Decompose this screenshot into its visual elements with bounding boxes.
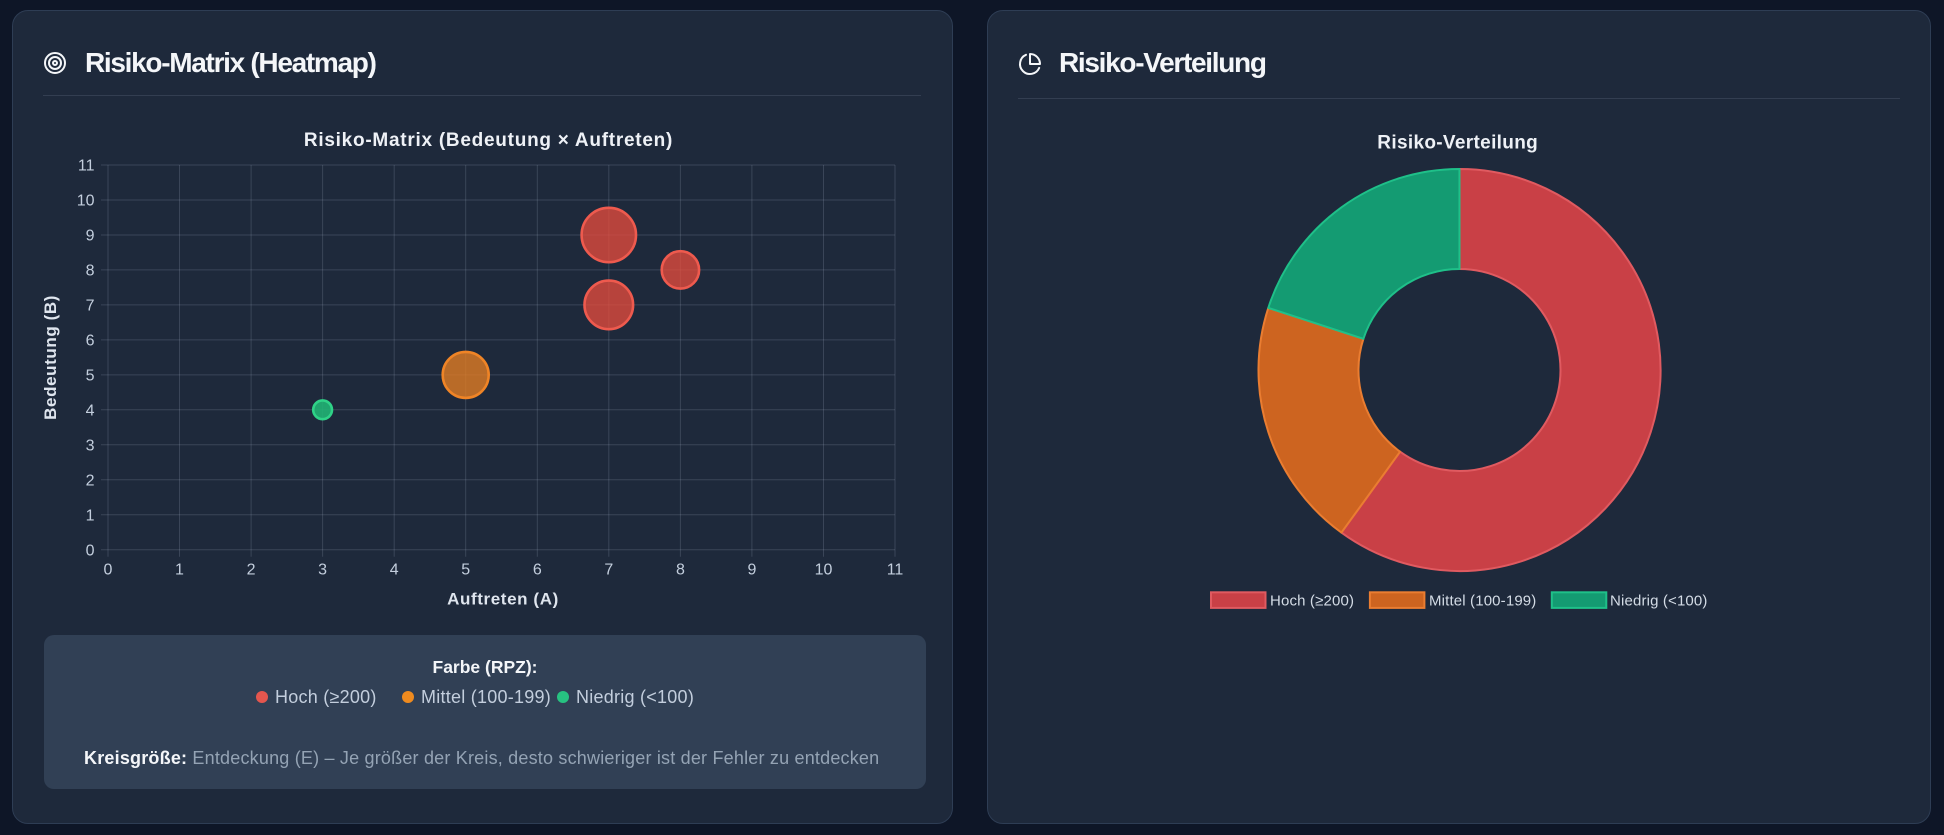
- svg-text:5: 5: [461, 562, 470, 579]
- svg-text:7: 7: [604, 562, 613, 579]
- svg-text:7: 7: [86, 298, 95, 315]
- svg-text:0: 0: [104, 562, 113, 579]
- svg-text:6: 6: [533, 562, 542, 579]
- svg-text:Risiko-Matrix (Bedeutung × Auf: Risiko-Matrix (Bedeutung × Auftreten): [304, 130, 673, 151]
- svg-text:9: 9: [747, 562, 756, 579]
- svg-text:1: 1: [175, 562, 184, 579]
- svg-text:Mittel (100-199): Mittel (100-199): [1429, 593, 1536, 610]
- svg-text:11: 11: [887, 562, 904, 579]
- svg-text:3: 3: [318, 562, 327, 579]
- svg-text:10: 10: [815, 562, 833, 579]
- svg-text:4: 4: [86, 403, 95, 420]
- svg-text:Risiko-Verteilung: Risiko-Verteilung: [1377, 133, 1538, 154]
- svg-text:1: 1: [86, 507, 95, 524]
- svg-text:8: 8: [676, 562, 685, 579]
- svg-text:Hoch (≥200): Hoch (≥200): [1270, 593, 1354, 610]
- svg-text:11: 11: [78, 158, 95, 175]
- svg-text:9: 9: [86, 228, 95, 245]
- svg-text:6: 6: [86, 333, 95, 350]
- svg-text:0: 0: [86, 542, 95, 559]
- svg-text:10: 10: [77, 193, 95, 210]
- svg-text:8: 8: [86, 263, 95, 280]
- svg-text:Auftreten (A): Auftreten (A): [447, 590, 559, 609]
- svg-text:4: 4: [390, 562, 399, 579]
- svg-text:Bedeutung (B): Bedeutung (B): [41, 295, 60, 420]
- svg-text:3: 3: [86, 438, 95, 455]
- svg-text:Niedrig (<100): Niedrig (<100): [1610, 593, 1708, 610]
- svg-text:2: 2: [86, 473, 95, 490]
- svg-text:2: 2: [247, 562, 256, 579]
- svg-text:5: 5: [86, 368, 95, 385]
